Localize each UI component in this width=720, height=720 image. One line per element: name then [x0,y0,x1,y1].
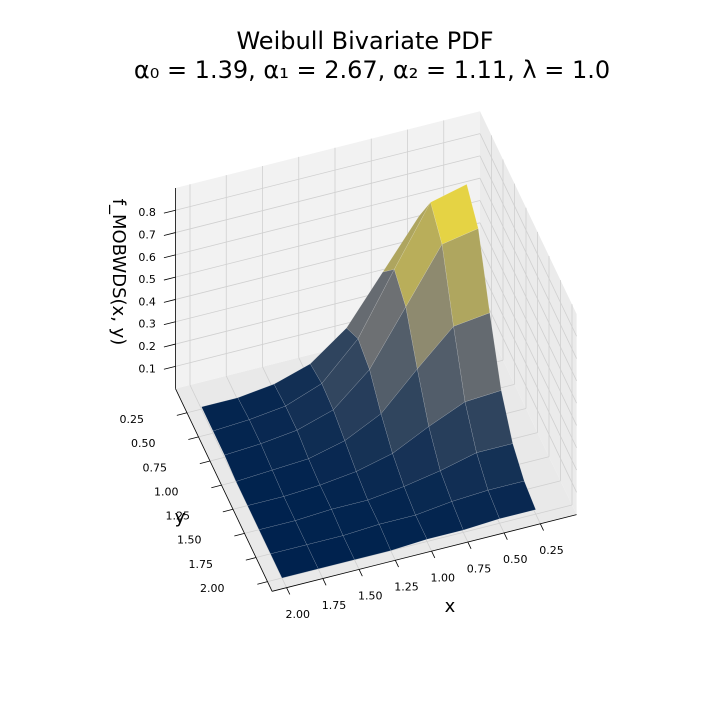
x-tick-label: 0.25 [539,544,564,557]
grid-line [175,155,481,233]
y-tick-label: 1.50 [177,534,202,547]
tick-mark [163,343,176,348]
tick-mark [163,365,176,370]
z-tick-label: 0.6 [138,251,156,264]
y-tick-label: 1.25 [166,510,191,523]
side-pane [480,111,577,515]
tick-mark [176,412,188,416]
x-tick-label: 0.75 [467,562,492,575]
y-tick-label: 0.50 [131,437,156,450]
x-tick-label: 1.50 [358,590,383,603]
y-tick-label: 2.00 [200,582,225,595]
tick-mark [163,209,176,214]
surface-patch [270,544,319,579]
tick-mark [257,581,268,585]
y-tick-label: 1.75 [189,558,214,571]
x-tick-label: 1.25 [394,581,419,594]
grid-line [175,133,481,211]
chart-subtitle: α₀ = 1.39, α₁ = 2.67, α₂ = 1.11, λ = 1.0 [134,56,610,84]
grid-line [479,222,577,426]
tick-mark [163,276,176,281]
tick-mark [467,541,472,549]
tick-mark [286,587,291,595]
tick-mark [163,299,176,303]
tick-mark [199,460,211,464]
tick-mark [222,508,234,513]
tick-mark [539,523,544,531]
y-tick-label: 1.00 [154,485,179,498]
tick-mark [245,557,257,561]
tick-mark [394,560,399,568]
grid-line [479,244,577,448]
tick-mark [163,232,176,236]
z-tick-label: 0.1 [138,362,156,375]
x-tick-label: 0.50 [503,553,528,566]
y-axis-label: y [175,507,186,528]
x-tick-label: 1.75 [322,599,347,612]
axis-line [175,388,273,592]
grid-line [479,133,577,337]
x-axis-label: x [445,596,456,617]
tick-mark [358,569,363,577]
z-tick-label: 0.7 [138,228,156,241]
tick-mark [322,578,327,586]
z-tick-label: 0.2 [138,340,156,353]
grid-line [479,267,577,471]
tick-mark [431,550,436,559]
y-tick-label: 0.25 [120,413,145,426]
grid-line [479,200,577,404]
z-tick-label: 0.4 [138,295,156,308]
grid-line [479,155,577,359]
z-tick-label: 0.3 [138,318,156,331]
x-tick-label: 2.00 [286,608,311,621]
grid-line [479,289,577,493]
tick-mark [503,532,508,540]
grid-line [479,178,577,382]
grid-line [175,177,481,256]
z-tick-label: 0.5 [138,273,156,286]
z-tick-label: 0.8 [138,206,156,219]
axis-line [272,514,577,592]
chart-title: Weibull Bivariate PDF [236,27,493,55]
z-axis-label: f_MOBWDS(x, y) [108,199,129,346]
tick-mark [163,321,176,326]
tick-mark [188,436,199,440]
tick-mark [163,254,176,259]
y-tick-label: 0.75 [143,461,168,474]
x-tick-label: 1.00 [431,571,456,584]
tick-mark [211,484,222,489]
tick-mark [234,533,245,537]
